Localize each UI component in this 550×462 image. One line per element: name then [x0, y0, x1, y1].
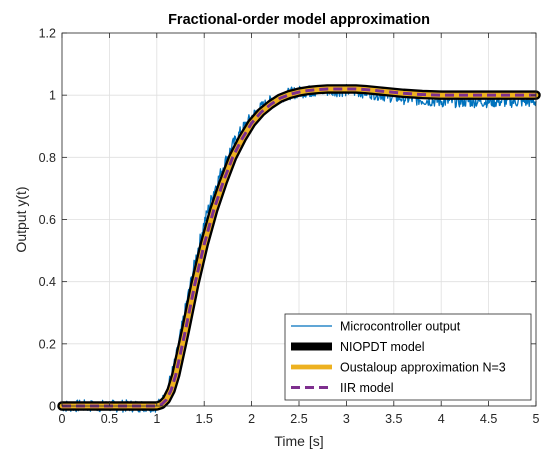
legend: Microcontroller output NIOPDT model Oustal…	[284, 313, 532, 401]
x-axis-label: Time [s]	[274, 433, 323, 449]
legend-label-1: NIOPDT model	[340, 340, 425, 354]
x-tick-label: 0.5	[101, 412, 118, 426]
y-tick-label: 0.8	[39, 151, 56, 165]
legend-label-2: Oustaloup approximation N=3	[340, 361, 506, 375]
x-tick-label: 1.5	[196, 412, 213, 426]
y-tick-label: 0.2	[39, 337, 56, 351]
x-tick-label: 0	[59, 412, 66, 426]
x-tick-label: 4	[438, 412, 445, 426]
series-line-3	[62, 87, 536, 408]
x-tick-label: 2.5	[290, 412, 307, 426]
y-tick-label: 1.2	[39, 27, 56, 41]
legend-box	[284, 313, 532, 401]
x-tick-label: 3	[343, 412, 350, 426]
y-tick-label: 0.4	[39, 275, 56, 289]
y-axis-label: Output y(t)	[13, 186, 29, 252]
y-tick-label: 0.6	[39, 213, 56, 227]
series-layer	[57, 84, 541, 413]
x-tick-label: 4.5	[480, 412, 497, 426]
x-tick-label: 2	[248, 412, 255, 426]
x-tick-label: 1	[153, 412, 160, 426]
y-tick-label: 0	[49, 400, 56, 414]
chart-title: Fractional-order model approximation	[168, 12, 430, 28]
x-tick-label: 5	[533, 412, 540, 426]
legend-label-0: Microcontroller output	[340, 320, 461, 334]
ticks: 0 0.5 1 1.5 2 2.5 3 3.5 4 4.5 5 0 0.2 0.4 0.6 0.8 1 1.2	[39, 27, 540, 427]
legend-label-3: IIR model	[340, 381, 394, 395]
x-tick-label: 3.5	[385, 412, 402, 426]
y-tick-label: 1	[49, 89, 56, 103]
